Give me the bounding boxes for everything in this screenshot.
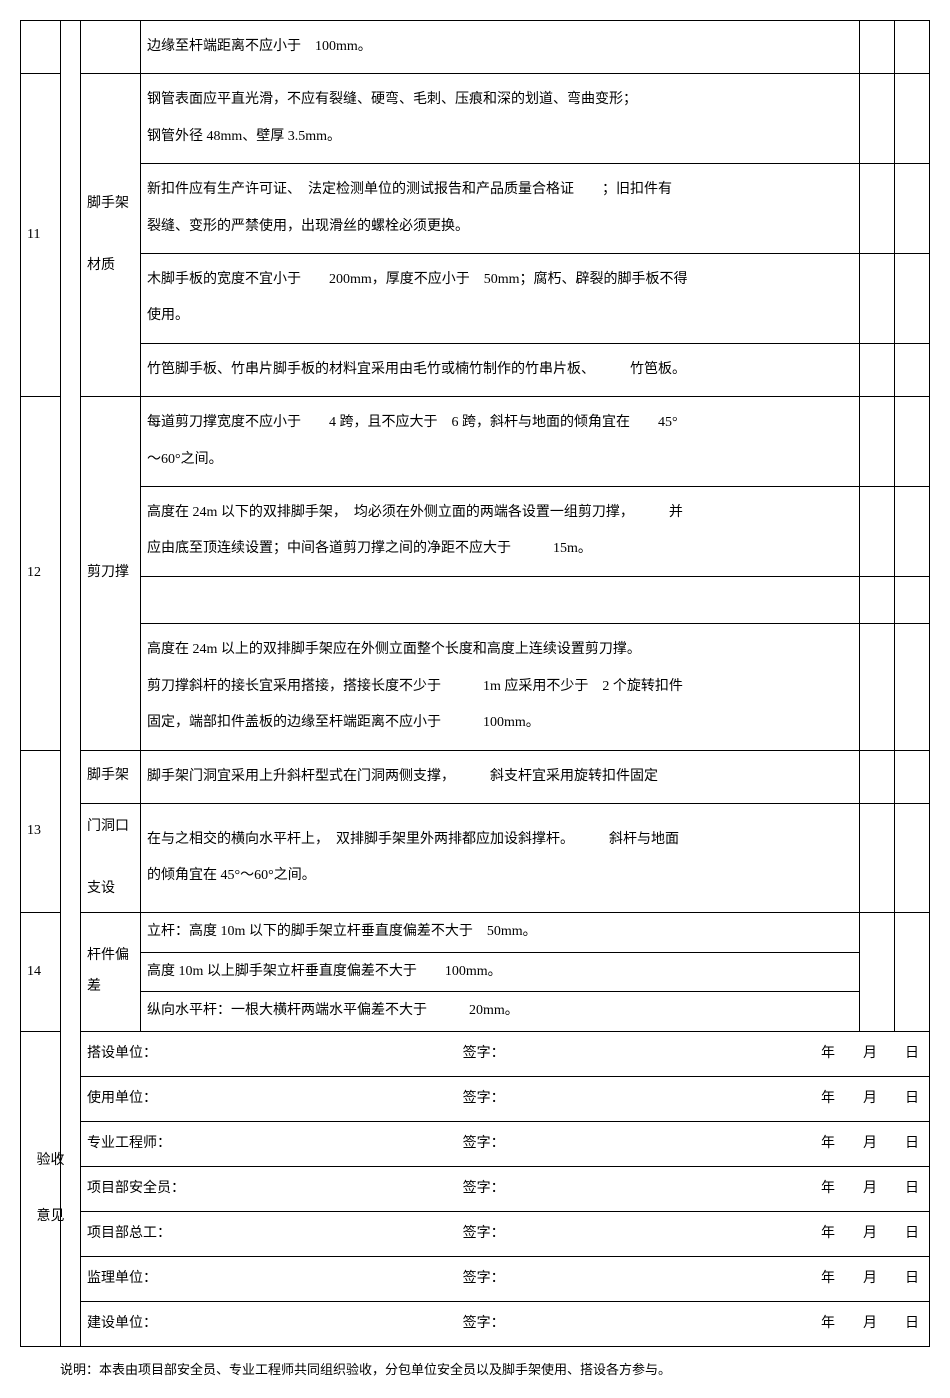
- sig-row-2: 专业工程师： 签字： 年 月 日: [81, 1121, 930, 1166]
- sig-row-3: 项目部安全员： 签字： 年 月 日: [81, 1166, 930, 1211]
- r12-chk2d: [895, 624, 930, 750]
- note-text: 说明：本表由项目部安全员、专业工程师共同组织验收，分包单位安全员以及脚手架使用、…: [20, 1359, 930, 1378]
- r13-c1: 脚手架门洞宜采用上升斜杆型式在门洞两侧支撑， 斜支杆宜采用旋转扣件固定: [141, 750, 860, 803]
- r12-c1: 每道剪刀撑宽度不应小于 4 跨，且不应大于 6 跨，斜杆与地面的倾角宜在 45°…: [141, 397, 860, 487]
- r11-chk2c: [895, 253, 930, 343]
- sig-row-5: 监理单位： 签字： 年 月 日: [81, 1256, 930, 1301]
- r12-c3: 高度在 24m 以上的双排脚手架应在外侧立面整个长度和高度上连续设置剪刀撑。 剪…: [141, 624, 860, 750]
- r12-c2: 高度在 24m 以下的双排脚手架， 均必须在外侧立面的两端各设置一组剪刀撑， 并…: [141, 486, 860, 576]
- r11-chk1c: [860, 253, 895, 343]
- r13-label1: 脚手架: [81, 750, 141, 803]
- r11-num: 11: [21, 74, 61, 397]
- r11-chk1a: [860, 74, 895, 164]
- r13-chk1b: [860, 804, 895, 913]
- acceptance-label: 验收 意见: [21, 1031, 81, 1346]
- r12-num: 12: [21, 397, 61, 751]
- r12-chk1a: [860, 397, 895, 487]
- r10-num: [21, 21, 61, 74]
- r13-chk2b: [895, 804, 930, 913]
- r11-c1: 钢管表面应平直光滑，不应有裂缝、硬弯、毛刺、压痕和深的划道、弯曲变形； 钢管外径…: [141, 74, 860, 164]
- r12-chk2c: [895, 576, 930, 624]
- r14-num: 14: [21, 913, 61, 1031]
- r11-chk1b: [860, 164, 895, 254]
- r12-chk2a: [895, 397, 930, 487]
- r13-chk1a: [860, 750, 895, 803]
- r13-num: 13: [21, 750, 61, 913]
- r12-chk2b: [895, 486, 930, 576]
- r14-c2: 高度 10m 以上脚手架立杆垂直度偏差不大于 100mm。: [141, 952, 860, 991]
- sig-row-1: 使用单位： 签字： 年 月 日: [81, 1076, 930, 1121]
- r13-chk2a: [895, 750, 930, 803]
- r14-label: 杆件偏 差: [81, 913, 141, 1031]
- r11-chk2d: [895, 343, 930, 396]
- r12-chk1d: [860, 624, 895, 750]
- r11-label: 脚手架 材质: [81, 74, 141, 397]
- r10-chk1: [860, 21, 895, 74]
- r14-c3: 纵向水平杆：一根大横杆两端水平偏差不大于 20mm。: [141, 992, 860, 1031]
- r14-chk2: [895, 913, 930, 1031]
- r13-c2: 在与之相交的横向水平杆上， 双排脚手架里外两排都应加设斜撑杆。 斜杆与地面 的倾…: [141, 804, 860, 913]
- r12-chk1c: [860, 576, 895, 624]
- r11-chk2b: [895, 164, 930, 254]
- r14-c1: 立杆：高度 10m 以下的脚手架立杆垂直度偏差不大于 50mm。: [141, 913, 860, 952]
- r12-empty: [141, 576, 860, 624]
- r10-chk2: [895, 21, 930, 74]
- r10-content: 边缘至杆端距离不应小于 100mm。: [141, 21, 860, 74]
- r14-chk1: [860, 913, 895, 1031]
- sig-row-6: 建设单位： 签字： 年 月 日: [81, 1301, 930, 1346]
- sig-row-0: 搭设单位： 签字： 年 月 日: [81, 1031, 930, 1076]
- inspection-table: 边缘至杆端距离不应小于 100mm。 11 脚手架 材质 钢管表面应平直光滑，不…: [20, 20, 930, 1347]
- r11-chk1d: [860, 343, 895, 396]
- r13-label2: 门洞口 支设: [81, 804, 141, 913]
- r11-chk2a: [895, 74, 930, 164]
- r11-c4: 竹笆脚手板、竹串片脚手板的材料宜采用由毛竹或楠竹制作的竹串片板、 竹笆板。: [141, 343, 860, 396]
- r11-c3: 木脚手板的宽度不宜小于 200mm，厚度不应小于 50mm；腐朽、辟裂的脚手板不…: [141, 253, 860, 343]
- r12-chk1b: [860, 486, 895, 576]
- r12-label: 剪刀撑: [81, 397, 141, 751]
- sig-row-4: 项目部总工： 签字： 年 月 日: [81, 1211, 930, 1256]
- r11-c2: 新扣件应有生产许可证、 法定检测单位的测试报告和产品质量合格证 ；旧扣件有 裂缝…: [141, 164, 860, 254]
- r10-label: [81, 21, 141, 74]
